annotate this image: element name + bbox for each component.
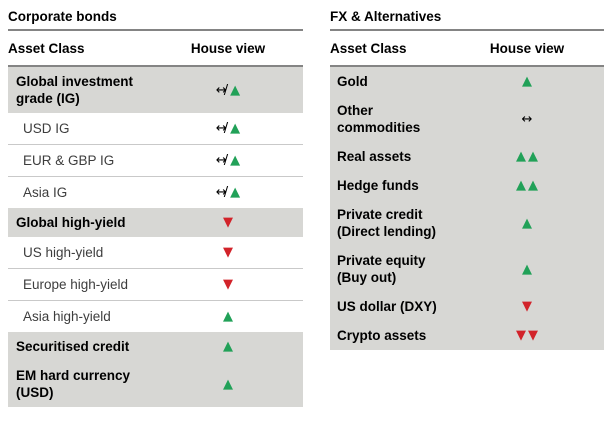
table-row: Real assets ▲ ▲ [330,142,604,171]
up-triangle-icon: ▲ [522,215,532,231]
house-view-neutral-to-positive: ↔/▲ [183,122,273,135]
asset-class-label: USD IG [23,121,70,136]
asset-class-label: Crypto assets [337,328,427,343]
asset-class-label: Real assets [337,149,412,164]
house-view-column-header: House view [489,41,565,56]
asset-class-label: Hedge funds [337,178,419,193]
asset-class-label: Other commodities [337,103,421,135]
neutral-to-positive-arrow-icon: ↔/ [215,82,228,98]
house-view-tables: Corporate bonds Asset Class House view G… [8,7,604,407]
asset-class-label: US high-yield [23,245,104,260]
down-triangle-icon: ▼ [516,328,526,343]
asset-class-label: Asia IG [23,185,68,200]
house-view-positive: ▲ [482,75,572,88]
table-row: Europe high-yield ▼ [8,269,303,301]
house-view-neutral: ↔ [482,113,572,126]
house-view-double-positive: ▲ ▲ [482,179,572,192]
house-view-negative: ▼ [183,216,273,229]
asset-class-label: Securitised credit [16,339,130,354]
table-row: Hedge funds ▲ ▲ [330,171,604,200]
table-row: EUR & GBP IG ↔/▲ [8,145,303,177]
table-row: Global high-yield ▼ [8,208,303,237]
table-row: Crypto assets ▼ ▼ [330,321,604,350]
asset-class-label: Gold [337,74,368,89]
neutral-to-positive-arrow-icon: ↔/ [215,121,228,136]
up-triangle-icon: ▲ [230,153,241,168]
up-triangle-icon: ▲ [522,261,532,277]
up-triangle-icon: ▲ [230,121,241,136]
house-view-negative: ▼ [183,246,273,259]
asset-class-label: EM hard currency (USD) [16,368,131,400]
title-rule [8,29,303,31]
up-triangle-icon: ▲ [223,309,233,324]
house-view-positive: ▲ [183,310,273,323]
table-row: Asia high-yield ▲ [8,301,303,332]
asset-class-label: Private credit (Direct lending) [337,207,437,239]
up-triangle-icon: ▲ [223,339,233,354]
table-row: Gold ▲ [330,67,604,96]
house-view-neutral-to-positive: ↔/▲ [183,186,273,199]
header-rule [8,65,303,67]
header-rule [330,65,604,67]
table-row: Private equity (Buy out) ▲ [330,246,604,292]
up-triangle-icon: ▲ [230,82,241,98]
table-title: Corporate bonds [8,9,117,24]
table-body: Gold ▲ Other commodities ↔ Real assets ▲… [330,67,604,350]
asset-class-label: Europe high-yield [23,277,129,292]
table-row: Asia IG ↔/▲ [8,177,303,208]
table-row: Securitised credit ▲ [8,332,303,361]
asset-class-label: Asia high-yield [23,309,111,324]
down-triangle-icon: ▼ [528,328,538,343]
down-triangle-icon: ▼ [223,277,233,292]
asset-class-label: Global high-yield [16,215,126,230]
house-view-neutral-to-positive: ↔/▲ [183,84,273,97]
house-view-positive: ▲ [183,378,273,391]
table-title: FX & Alternatives [330,9,442,24]
down-triangle-icon: ▼ [223,215,233,230]
table-row: US dollar (DXY) ▼ [330,292,604,321]
table-header-row: Asset Class House view [8,31,303,65]
table-row: Private credit (Direct lending) ▲ [330,200,604,246]
down-triangle-icon: ▼ [223,245,233,260]
asset-class-label: Global investment grade (IG) [16,74,134,106]
up-triangle-icon: ▲ [516,149,526,164]
table-row: US high-yield ▼ [8,237,303,269]
table-row: USD IG ↔/▲ [8,113,303,145]
asset-class-label: EUR & GBP IG [23,153,115,168]
up-triangle-icon: ▲ [522,74,532,89]
house-view-negative: ▼ [183,278,273,291]
asset-class-label: Private equity (Buy out) [337,253,426,285]
neutral-arrow-icon: ↔ [521,111,533,127]
asset-class-label: US dollar (DXY) [337,299,437,314]
house-view-positive: ▲ [482,217,572,230]
up-triangle-icon: ▲ [516,178,526,193]
title-rule [330,29,604,31]
up-triangle-icon: ▲ [528,149,538,164]
house-view-neutral-to-positive: ↔/▲ [183,154,273,167]
house-view-column-header: House view [190,41,266,56]
down-triangle-icon: ▼ [522,299,532,314]
house-view-positive: ▲ [482,263,572,276]
up-triangle-icon: ▲ [230,185,241,200]
table-row: Other commodities ↔ [330,96,604,142]
asset-class-column-header: Asset Class [8,41,85,56]
table-row: EM hard currency (USD) ▲ [8,361,303,407]
up-triangle-icon: ▲ [223,376,233,392]
fx-alternatives-table: FX & Alternatives Asset Class House view… [330,7,604,407]
house-view-negative: ▼ [482,300,572,313]
house-view-double-negative: ▼ ▼ [482,329,572,342]
house-view-positive: ▲ [183,340,273,353]
neutral-to-positive-arrow-icon: ↔/ [215,153,228,168]
table-row: Global investment grade (IG) ↔/▲ [8,67,303,113]
table-body: Global investment grade (IG) ↔/▲ USD IG … [8,67,303,407]
house-view-double-positive: ▲ ▲ [482,150,572,163]
up-triangle-icon: ▲ [528,178,538,193]
corporate-bonds-table: Corporate bonds Asset Class House view G… [8,7,303,407]
table-header-row: Asset Class House view [330,31,604,65]
neutral-to-positive-arrow-icon: ↔/ [215,185,228,200]
asset-class-column-header: Asset Class [330,41,407,56]
